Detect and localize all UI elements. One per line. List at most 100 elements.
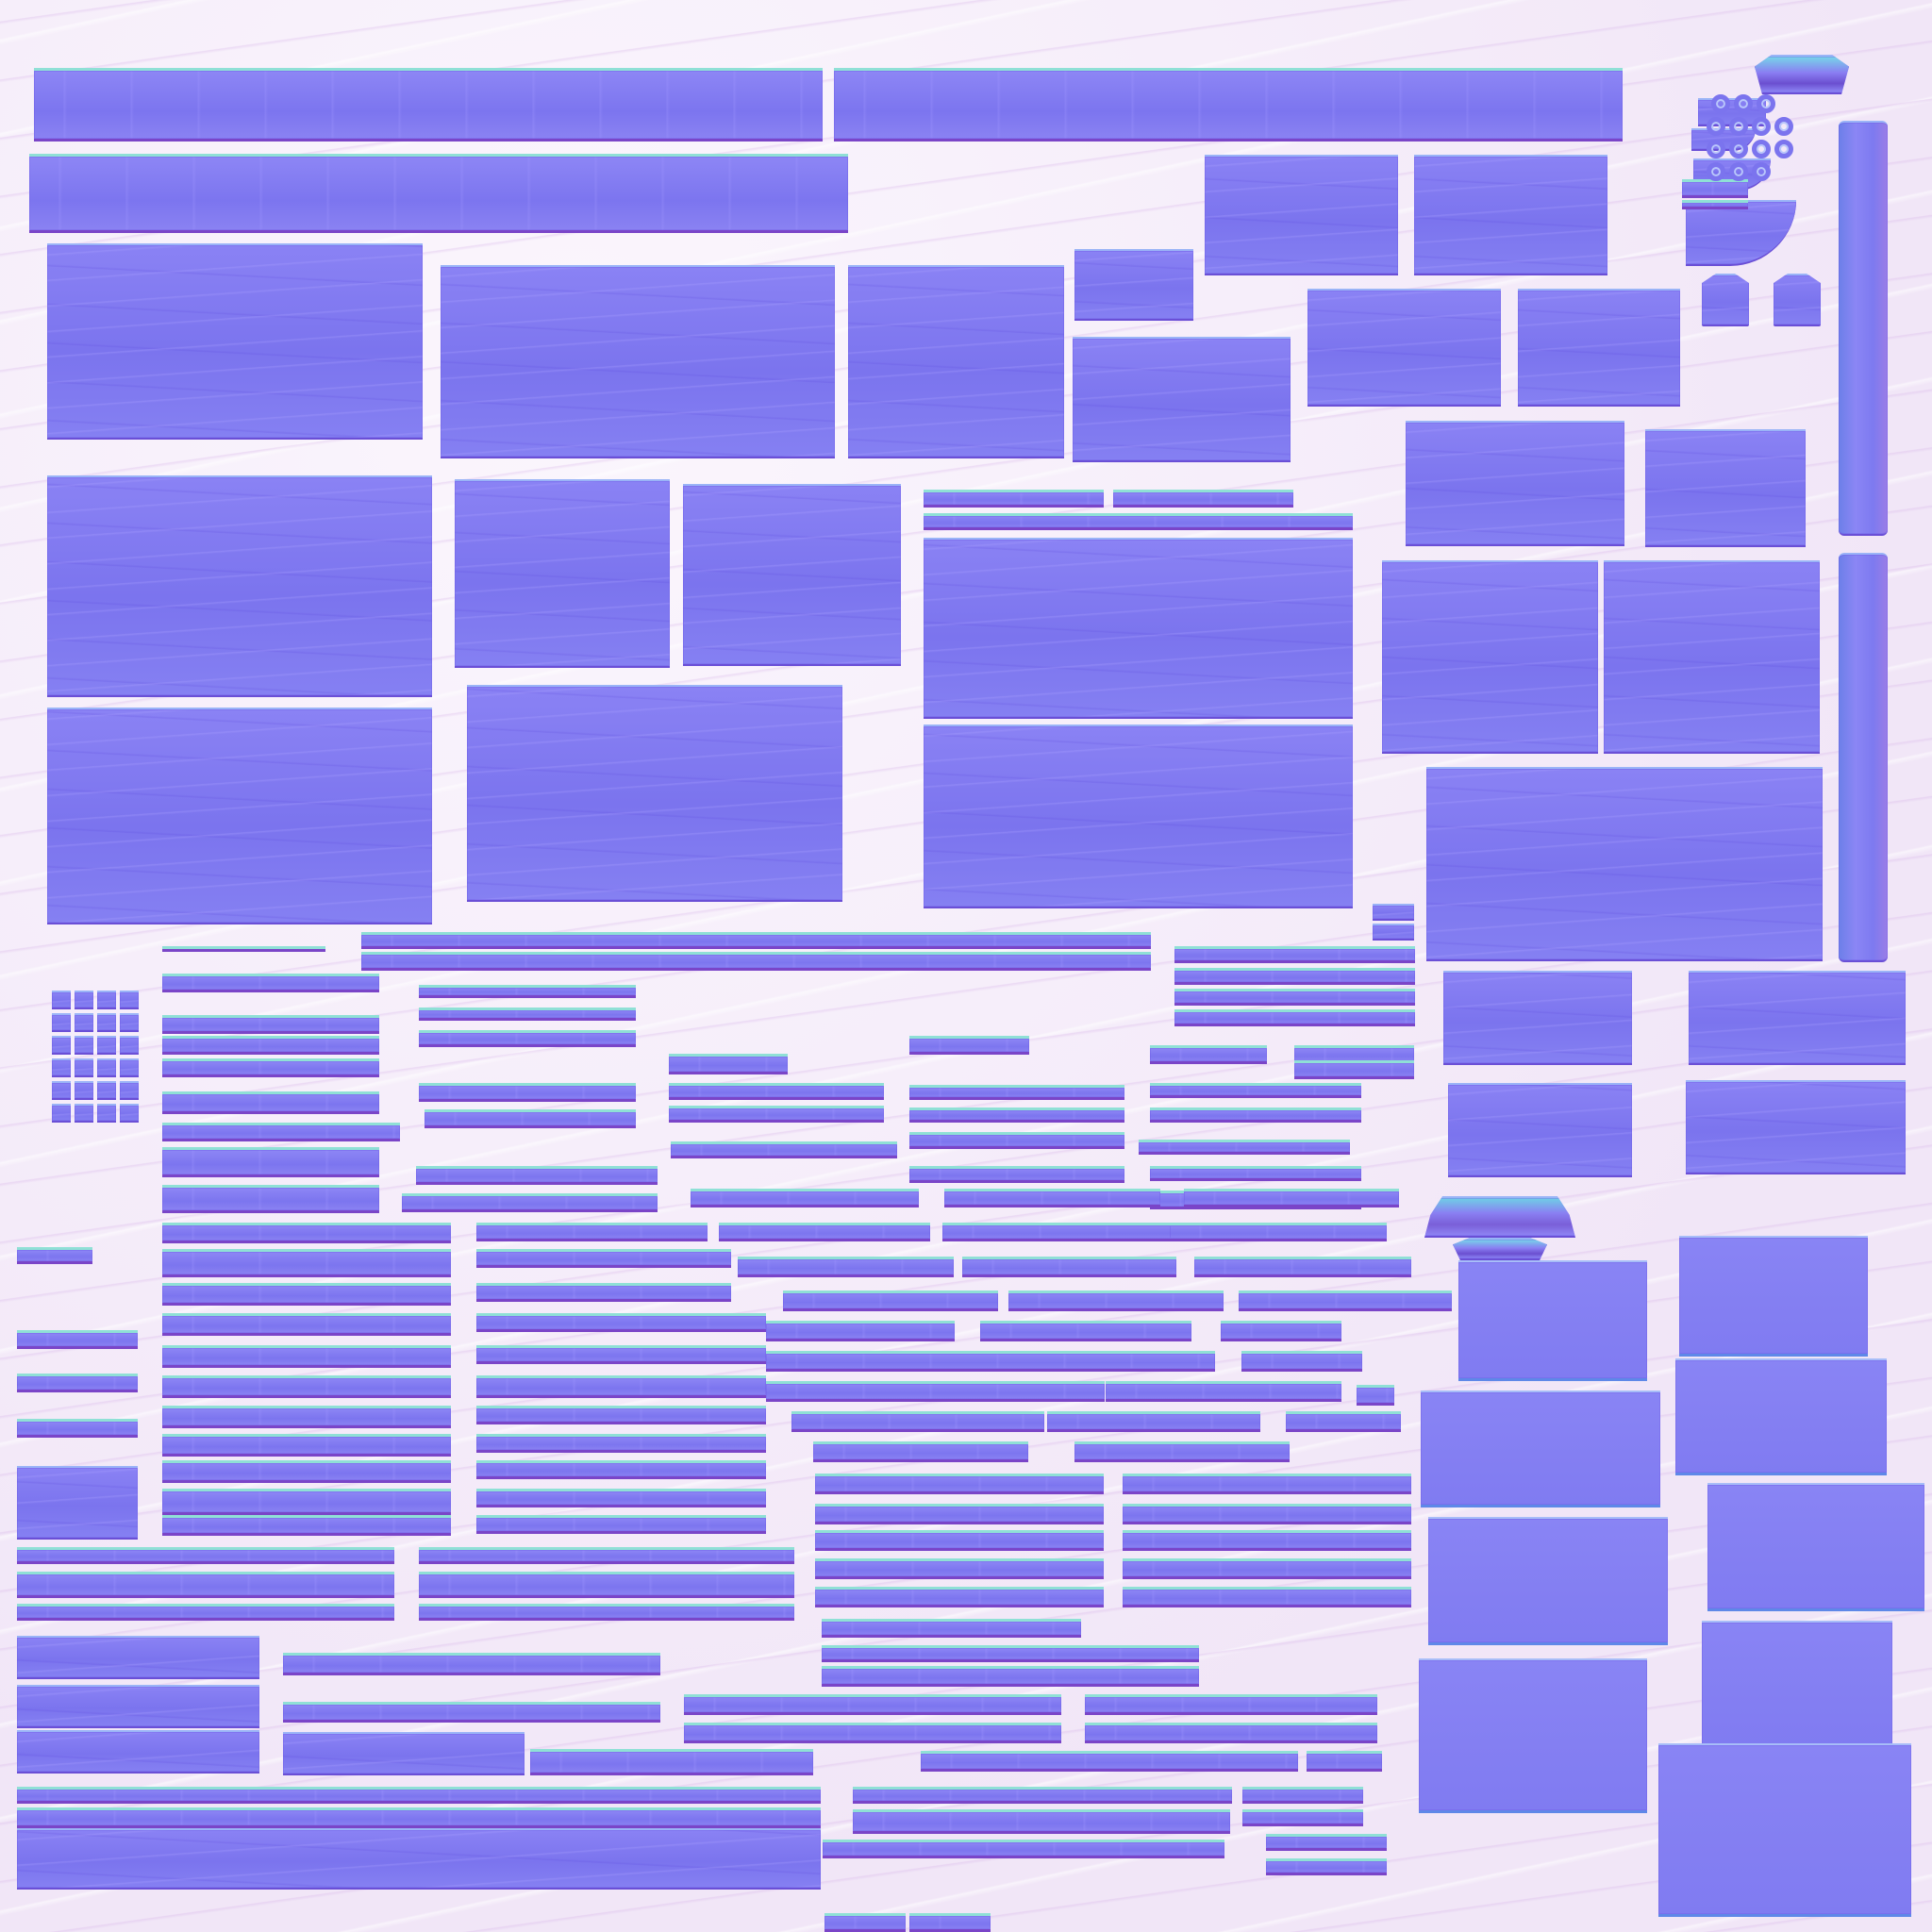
uv-island	[162, 1147, 379, 1177]
uv-island	[1518, 289, 1680, 407]
uv-island	[1752, 140, 1771, 158]
uv-island	[766, 1381, 1105, 1402]
uv-island	[17, 1636, 259, 1679]
uv-island	[476, 1223, 708, 1241]
uv-island	[909, 1085, 1124, 1100]
uv-island	[361, 952, 1151, 971]
uv-island	[47, 475, 432, 697]
uv-island	[476, 1406, 766, 1424]
uv-island	[1707, 117, 1725, 136]
uv-island	[17, 1828, 821, 1890]
uv-island	[1428, 1517, 1668, 1645]
uv-island	[815, 1504, 1104, 1524]
uv-island	[419, 1547, 794, 1564]
uv-island	[1150, 1083, 1361, 1098]
uv-island	[980, 1321, 1191, 1341]
uv-island	[1074, 249, 1193, 321]
uv-island	[1774, 274, 1821, 326]
uv-island	[162, 1375, 451, 1398]
uv-island	[162, 1036, 379, 1055]
uv-island	[822, 1645, 1199, 1662]
uv-island	[1682, 200, 1748, 209]
uv-island	[476, 1313, 766, 1332]
uv-island	[1419, 1658, 1647, 1813]
uv-island	[1729, 162, 1748, 181]
uv-island	[1194, 1257, 1411, 1277]
uv-island	[924, 538, 1353, 719]
uv-island	[942, 1223, 1173, 1241]
uv-island	[476, 1249, 731, 1268]
uv-island	[719, 1223, 930, 1241]
uv-island	[283, 1732, 525, 1775]
uv-island	[1426, 767, 1823, 961]
uv-island	[909, 1132, 1124, 1149]
uv-island	[52, 1081, 71, 1100]
uv-island	[1443, 971, 1632, 1065]
uv-island	[824, 1913, 906, 1932]
uv-island	[425, 1109, 636, 1128]
uv-island	[162, 1283, 451, 1306]
uv-island	[766, 1351, 1215, 1372]
uv-island	[476, 1460, 766, 1479]
uv-island	[47, 243, 423, 440]
uv-island	[1382, 560, 1598, 754]
uv-island	[1707, 140, 1725, 158]
uv-island	[162, 974, 379, 992]
uv-island	[1689, 971, 1906, 1065]
uv-island	[1174, 1009, 1415, 1026]
uv-island	[47, 708, 432, 924]
uv-island	[162, 1223, 451, 1243]
uv-island	[97, 1013, 116, 1032]
uv-island	[17, 1807, 821, 1828]
uv-island	[1658, 1743, 1911, 1917]
uv-island	[419, 1572, 794, 1598]
uv-island	[476, 1489, 766, 1507]
uv-island	[815, 1530, 1104, 1551]
uv-island	[1241, 1351, 1362, 1372]
uv-island	[669, 1083, 884, 1100]
uv-island	[1357, 1385, 1394, 1406]
uv-island	[848, 265, 1064, 458]
uv-island	[671, 1141, 897, 1158]
uv-island	[1139, 1140, 1350, 1155]
uv-island	[75, 1081, 93, 1100]
uv-island	[1373, 904, 1414, 921]
uv-island	[815, 1587, 1104, 1607]
uv-island	[17, 1572, 394, 1598]
uv-island	[1170, 1223, 1387, 1241]
uv-island	[361, 932, 1151, 949]
uv-island	[1755, 55, 1849, 94]
uv-island	[17, 1730, 259, 1774]
uv-island	[162, 1185, 379, 1213]
uv-island	[1373, 924, 1414, 941]
uv-island	[1150, 1045, 1267, 1064]
uv-island	[1085, 1723, 1377, 1743]
uv-island	[17, 1547, 394, 1564]
uv-island	[1686, 1080, 1906, 1174]
uv-island	[1294, 1060, 1414, 1079]
uv-island	[1406, 421, 1624, 546]
uv-island	[1242, 1809, 1363, 1826]
uv-island	[1682, 179, 1748, 198]
uv-island	[823, 1840, 1224, 1858]
uv-island	[97, 1036, 116, 1055]
uv-island	[29, 154, 848, 233]
uv-island	[17, 1787, 821, 1804]
uv-island	[1286, 1411, 1401, 1432]
uv-island	[1123, 1474, 1411, 1494]
uv-island	[669, 1106, 884, 1123]
uv-island	[162, 946, 325, 952]
uv-island	[853, 1809, 1230, 1834]
uv-island	[120, 1036, 139, 1055]
uv-island	[476, 1345, 766, 1364]
uv-island	[52, 1036, 71, 1055]
uv-island	[1106, 1381, 1341, 1402]
uv-island	[1839, 553, 1888, 962]
uv-island	[1073, 337, 1291, 462]
uv-island	[441, 265, 835, 458]
uv-island	[766, 1321, 955, 1341]
uv-island	[1221, 1321, 1341, 1341]
uv-island	[1174, 968, 1415, 985]
uv-island	[162, 1515, 451, 1536]
